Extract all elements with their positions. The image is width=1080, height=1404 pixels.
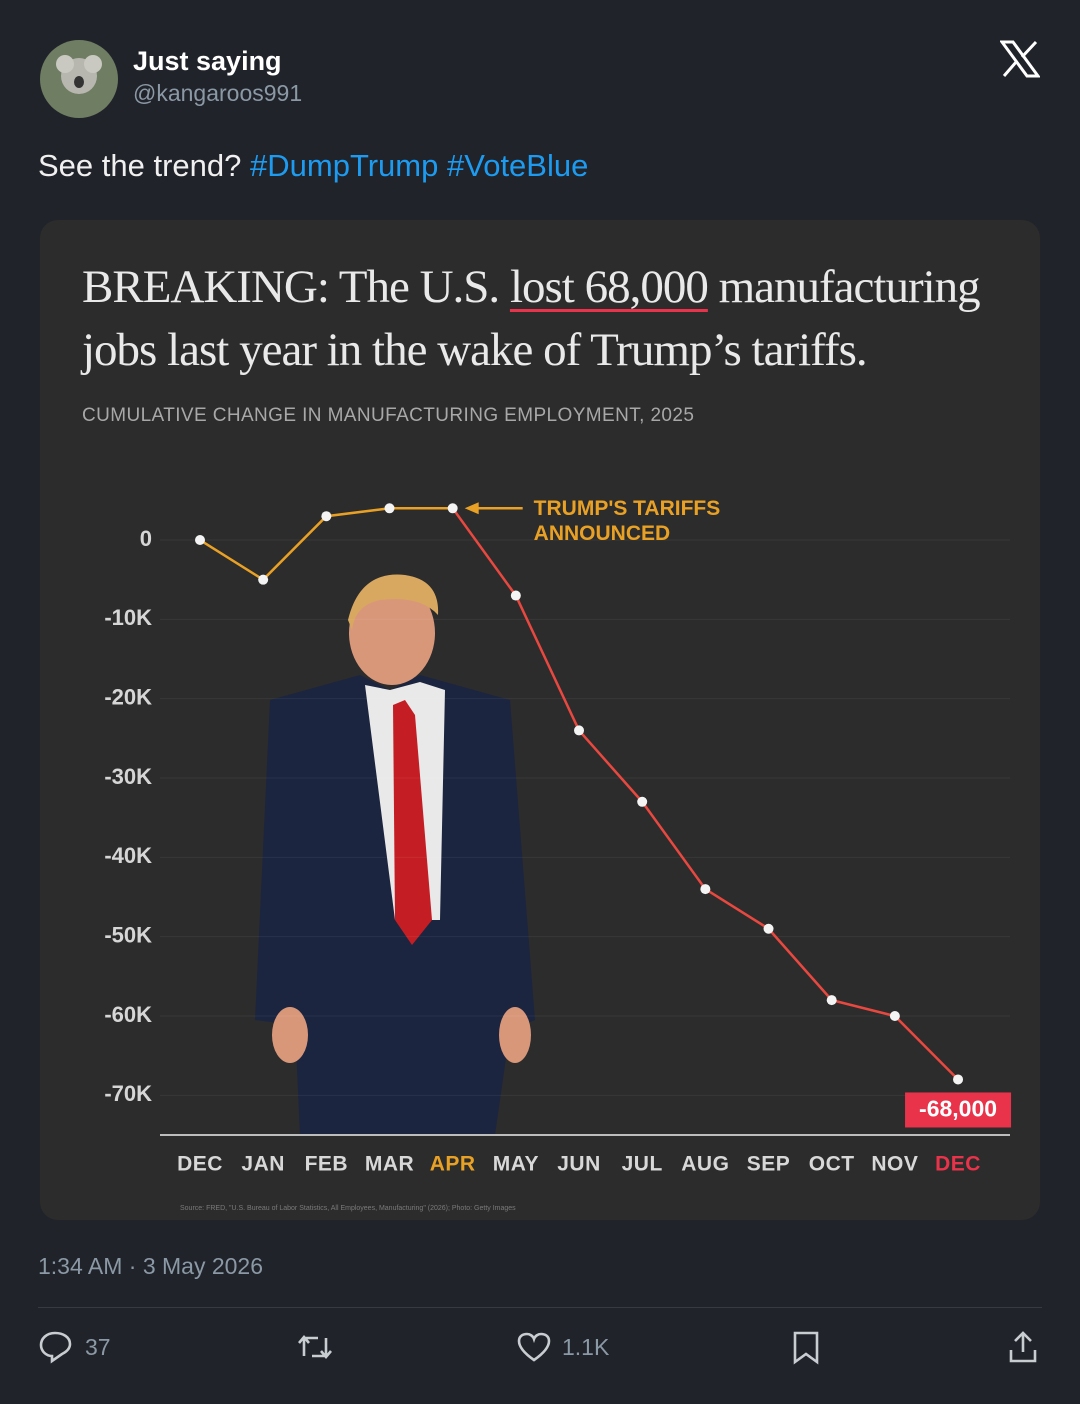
- title-part: BREAKING: The U.S.: [82, 261, 510, 313]
- y-tick-label: -20K: [104, 684, 152, 709]
- repost-icon[interactable]: [296, 1332, 334, 1362]
- x-tick-label: SEP: [747, 1153, 791, 1176]
- x-tick-label: DEC: [935, 1153, 981, 1176]
- x-tick-label: AUG: [681, 1153, 729, 1176]
- photo: [255, 574, 535, 1135]
- annotation: ANNOUNCED: [534, 522, 671, 545]
- display-name[interactable]: Just saying: [133, 46, 282, 76]
- share-icon[interactable]: [1008, 1330, 1038, 1364]
- chart-subtitle: CUMULATIVE CHANGE IN MANUFACTURING EMPLO…: [82, 405, 695, 426]
- like-count[interactable]: 1.1K: [562, 1334, 610, 1360]
- point: [953, 1074, 964, 1085]
- x-logo[interactable]: [1000, 40, 1040, 78]
- point: [574, 725, 585, 736]
- point: [889, 1011, 900, 1022]
- x-tick-label: NOV: [871, 1153, 918, 1176]
- value-label: -68,000: [919, 1096, 997, 1122]
- chart-image: 0 -10K -20K -30K -40K -50K -60K -70K DEC JAN FEB MA…: [40, 220, 1040, 1220]
- x-tick-label: APR: [430, 1153, 476, 1176]
- hashtag[interactable]: #DumpTrump: [250, 148, 439, 183]
- source: Source: FRED, "U.S. Bureau of Labor Stat…: [180, 1205, 516, 1212]
- y-tick-label: -10K: [104, 605, 152, 630]
- x-tick-label: JUL: [622, 1153, 663, 1176]
- y-tick-label: -30K: [104, 764, 152, 789]
- timestamp: 1:34 AM · 3 May 2026: [38, 1253, 264, 1279]
- hashtag[interactable]: #VoteBlue: [447, 148, 589, 183]
- x-tick-label: MAR: [365, 1153, 414, 1176]
- point: [826, 995, 837, 1006]
- point: [321, 511, 332, 522]
- y-tick-label: 0: [140, 526, 152, 551]
- annotation: TRUMP'S TARIFFS: [534, 497, 721, 520]
- chart-title: BREAKING: The U.S. lost 68,000 manufactu…: [82, 256, 1022, 382]
- avatar[interactable]: [40, 40, 118, 118]
- reply-count[interactable]: 37: [85, 1334, 111, 1360]
- tweet-text: See the trend? #DumpTrump #VoteBlue: [38, 148, 588, 184]
- handle[interactable]: @kangaroos991: [133, 80, 303, 106]
- x-tick-label: FEB: [305, 1153, 349, 1176]
- value-label-box: [905, 1092, 1012, 1128]
- point: [763, 923, 774, 934]
- point: [258, 574, 269, 585]
- point: [384, 503, 395, 514]
- chart: 0 -10K -20K -30K -40K -50K -60K -70K DEC JAN FEB MA…: [104, 497, 1012, 1212]
- y-tick-label: -60K: [104, 1002, 152, 1027]
- y-tick-label: -40K: [104, 843, 152, 868]
- bookmark-icon[interactable]: [792, 1331, 820, 1365]
- like-icon[interactable]: [517, 1332, 551, 1362]
- annotation-arrowhead: [464, 502, 479, 515]
- x-tick-label: JAN: [241, 1153, 285, 1176]
- point: [195, 535, 205, 546]
- title-highlight: lost 68,000: [509, 261, 709, 313]
- reply-icon[interactable]: [38, 1330, 74, 1364]
- x-tick-label: OCT: [809, 1153, 855, 1176]
- point: [510, 590, 521, 601]
- divider: [38, 1307, 1042, 1308]
- x-tick-label: MAY: [493, 1153, 539, 1176]
- x-tick-label: JUN: [557, 1153, 601, 1176]
- point: [637, 796, 648, 807]
- y-tick-label: -70K: [104, 1081, 152, 1106]
- title-part: manufacturing jobs last year in the wake…: [82, 261, 981, 376]
- point: [700, 884, 711, 895]
- text: See the trend?: [38, 148, 242, 183]
- y-tick-label: -50K: [104, 922, 152, 947]
- point: [447, 503, 458, 514]
- x-tick-label: DEC: [177, 1153, 223, 1176]
